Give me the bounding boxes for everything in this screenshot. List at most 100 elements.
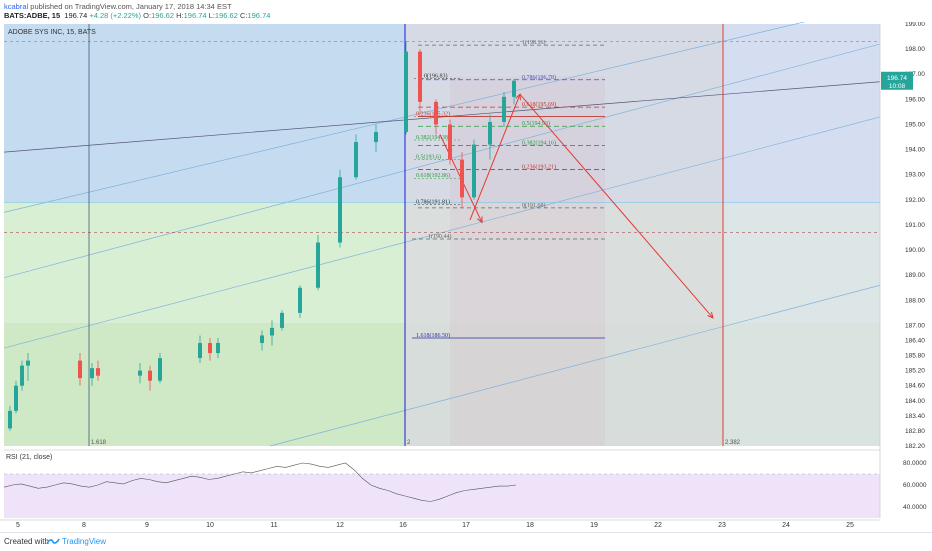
candle-body	[208, 343, 212, 354]
chart-header: kcabral published on TradingView.com, Ja…	[0, 0, 932, 22]
candle-body	[512, 80, 516, 97]
y-tick-label: 193.00	[905, 172, 925, 179]
x-tick-label: 11	[270, 522, 277, 529]
x-tick-label: 17	[462, 522, 470, 529]
close-value: 196.74	[247, 11, 271, 20]
x-tick-label: 12	[336, 522, 344, 529]
fib-level-label: 0(191.68)	[522, 202, 546, 209]
retrace-label: 0.618(192.86)	[416, 172, 450, 179]
channel-line	[3, 22, 806, 213]
y-tick-label: 182.80	[905, 428, 925, 435]
y-tick-label: 191.00	[905, 222, 925, 229]
y-tick-label: 189.00	[905, 272, 925, 279]
candle-body	[138, 370, 142, 376]
last-price: 196.74	[64, 11, 88, 20]
y-tick-label: 185.20	[905, 368, 925, 375]
price-change: +4.28 (+2.22%)	[89, 11, 142, 20]
time-fib-label: 2.382	[725, 440, 741, 446]
x-tick-label: 24	[782, 522, 790, 529]
fib-level-label: 0.236(193.21)	[522, 163, 556, 170]
time-fib-label: 1.618	[91, 440, 107, 446]
countdown-label: 10:08	[889, 83, 906, 90]
candle-body	[280, 312, 284, 328]
footer: Created with TradingView	[0, 532, 932, 551]
retrace-label: 0.382(194.38)	[416, 134, 450, 141]
low-label: L:	[208, 11, 215, 20]
candle-body	[26, 360, 30, 366]
close-label: C:	[239, 11, 248, 20]
x-tick-label: 18	[526, 522, 534, 529]
fib-level-label: 0.382(194.16)	[522, 140, 556, 147]
fib-level-label: 0.618(195.69)	[522, 101, 556, 108]
arrow-head	[707, 311, 714, 319]
candle-body	[338, 177, 342, 243]
x-tick-label: 22	[654, 522, 662, 529]
y-tick-label: 198.00	[905, 46, 925, 53]
fib-level-label: 1(190.44)	[428, 233, 452, 240]
rsi-band	[4, 474, 880, 518]
candle-body	[374, 132, 378, 143]
y-tick-label: 194.00	[905, 147, 925, 154]
candle-body	[354, 142, 358, 178]
author-link[interactable]: kcabral	[4, 2, 29, 11]
retrace-label: 0.786(191.81)	[416, 199, 450, 206]
price-chart[interactable]: 1.618 2 2.382 1(198.16) 0.786(196.78) 0.618(1…	[0, 22, 932, 532]
y-tick-label: 182.20	[905, 443, 925, 450]
candle-body	[404, 51, 408, 133]
fib-level-label: 0.786(196.78)	[522, 74, 556, 81]
trend-line	[3, 81, 881, 153]
y-tick-label: 186.40	[905, 338, 925, 345]
candle-body	[316, 242, 320, 288]
x-tick-label: 5	[16, 522, 20, 529]
zone-projection	[405, 24, 723, 446]
tradingview-logo-icon	[46, 538, 60, 545]
rsi-legend: RSI (21, close)	[6, 454, 52, 461]
x-tick-label: 10	[206, 522, 214, 529]
x-tick-label: 19	[590, 522, 598, 529]
y-tick-label: 185.80	[905, 353, 925, 360]
candle-body	[96, 368, 100, 376]
candle-body	[502, 96, 506, 122]
fib-box	[450, 76, 605, 446]
candle-body	[472, 144, 476, 198]
y-tick-label: 184.00	[905, 398, 925, 405]
x-tick-label: 9	[145, 522, 149, 529]
chart-title: ADOBE SYS INC, 15, BATS	[8, 29, 96, 36]
high-label: H:	[176, 11, 184, 20]
high-value: 196.74	[183, 11, 207, 20]
x-tick-label: 25	[846, 522, 854, 529]
symbol-label[interactable]: BATS:ADBE, 15	[4, 11, 61, 20]
time-fib-label: 2	[407, 440, 411, 446]
retrace-label: 0.236(195.32)	[416, 110, 450, 117]
candle-body	[216, 343, 220, 354]
symbol-quote: BATS:ADBE, 15 196.74 +4.28 (+2.22%) O:19…	[4, 11, 270, 21]
y-tick-label: 192.00	[905, 197, 925, 204]
rsi-line	[3, 462, 517, 502]
y-tick-label: 199.00	[905, 22, 925, 28]
fib-level-label: 0.5(194.93)	[522, 120, 550, 127]
retrace-label: 0.5(193.6)	[416, 154, 441, 161]
tradingview-brand[interactable]: TradingView	[62, 537, 107, 546]
rsi-tick-label: 40.0000	[903, 504, 927, 511]
y-tick-label: 187.00	[905, 322, 925, 329]
publish-info: kcabral published on TradingView.com, Ja…	[4, 2, 232, 12]
x-tick-label: 8	[82, 522, 86, 529]
created-with-text: Created with	[4, 537, 49, 546]
candle-body	[418, 51, 422, 102]
rsi-tick-label: 60.0000	[903, 482, 927, 489]
candle-body	[8, 410, 12, 429]
retrace-label: 0(196.83)	[424, 73, 448, 80]
candle-body	[448, 124, 452, 160]
x-tick-label: 23	[718, 522, 726, 529]
x-tick-label: 16	[399, 522, 407, 529]
zone-right	[723, 24, 880, 446]
open-value: 196.62	[151, 11, 175, 20]
open-label: O:	[143, 11, 152, 20]
fib-level-label: 1(198.16)	[522, 39, 546, 46]
y-tick-label: 184.60	[905, 383, 925, 390]
y-tick-label: 183.40	[905, 413, 925, 420]
channel-line	[269, 284, 881, 447]
candle-body	[20, 365, 24, 386]
candle-body	[434, 101, 438, 125]
last-price-tag	[881, 71, 913, 90]
